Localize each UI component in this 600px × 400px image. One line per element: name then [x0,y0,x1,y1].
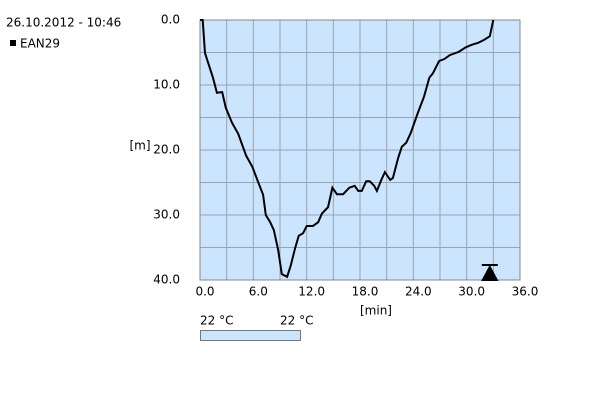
x-tick-label: 36.0 [512,285,539,299]
plot-border [199,19,521,281]
x-tick-label: 30.0 [458,285,485,299]
legend-label: EAN29 [20,37,60,51]
depth-line [200,19,495,279]
y-tick-label: 30.0 [153,208,180,222]
legend-swatch [10,40,16,46]
x-tick-label: 24.0 [405,285,432,299]
temperature-label: 22 °C [200,314,233,328]
x-tick-label: 18.0 [352,285,379,299]
x-tick-label: 6.0 [249,285,268,299]
event-marker [481,264,499,281]
y-tick-label: 40.0 [153,273,180,287]
y-tick-label: 0.0 [161,13,180,27]
x-tick-label: 0.0 [195,285,214,299]
chart-title: 26.10.2012 - 10:46 [6,16,121,30]
y-tick-label: 10.0 [153,78,180,92]
y-axis-label: [m] [129,139,150,153]
temperature-bar [200,330,301,341]
temperature-label: 22 °C [280,314,313,328]
x-axis-label: [min] [360,304,392,318]
x-tick-label: 12.0 [298,285,325,299]
y-tick-label: 20.0 [153,143,180,157]
